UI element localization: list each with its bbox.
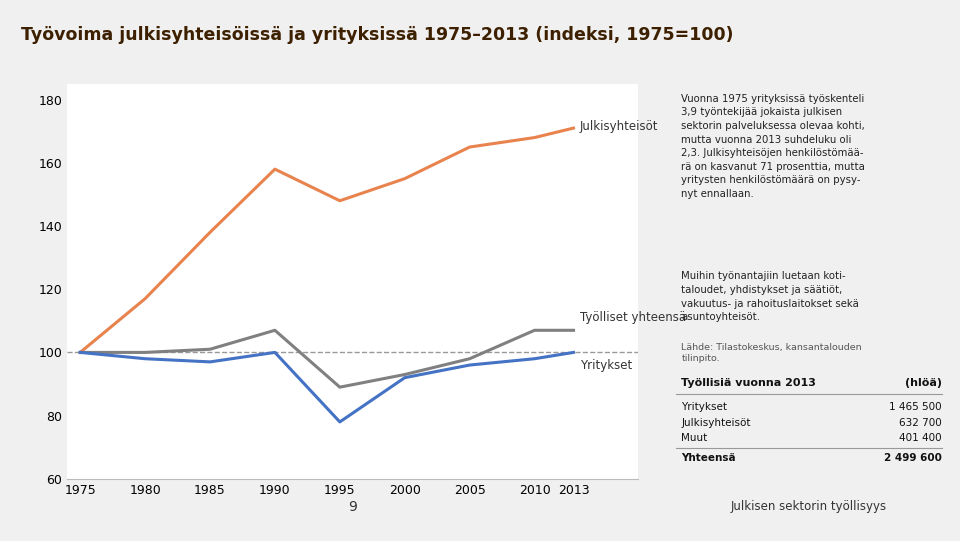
Text: 2 499 600: 2 499 600 [884,453,942,463]
Text: 401 400: 401 400 [900,433,942,444]
Text: Yritykset: Yritykset [682,402,728,412]
Text: Muut: Muut [682,433,708,444]
Text: 632 700: 632 700 [900,418,942,427]
Text: (hlöä): (hlöä) [905,378,942,388]
Text: Muihin työnantajiin luetaan koti-
taloudet, yhdistykset ja säätiöt,
vakuutus- ja: Muihin työnantajiin luetaan koti- taloud… [682,272,859,322]
Text: Työllisiä vuonna 2013: Työllisiä vuonna 2013 [682,378,816,388]
Text: Työvoima julkisyhteisöissä ja yrityksissä 1975–2013 (indeksi, 1975=100): Työvoima julkisyhteisöissä ja yrityksiss… [21,26,733,44]
Text: 9: 9 [348,500,357,514]
Text: Julkisyhteisöt: Julkisyhteisöt [580,120,659,133]
Text: Julkisyhteisöt: Julkisyhteisöt [682,418,751,427]
Text: Vuonna 1975 yrityksissä työskenteli
3,9 työntekijää jokaista julkisen
sektorin p: Vuonna 1975 yrityksissä työskenteli 3,9 … [682,94,865,199]
Text: Yritykset: Yritykset [580,359,633,372]
Text: Yhteensä: Yhteensä [682,453,736,463]
Text: Julkisen sektorin työllisyys: Julkisen sektorin työllisyys [731,500,887,513]
Text: Lähde: Tilastokeskus, kansantalouden
tilinpito.: Lähde: Tilastokeskus, kansantalouden til… [682,342,862,362]
Text: Työlliset yhteensä: Työlliset yhteensä [580,311,686,324]
Text: 1 465 500: 1 465 500 [889,402,942,412]
